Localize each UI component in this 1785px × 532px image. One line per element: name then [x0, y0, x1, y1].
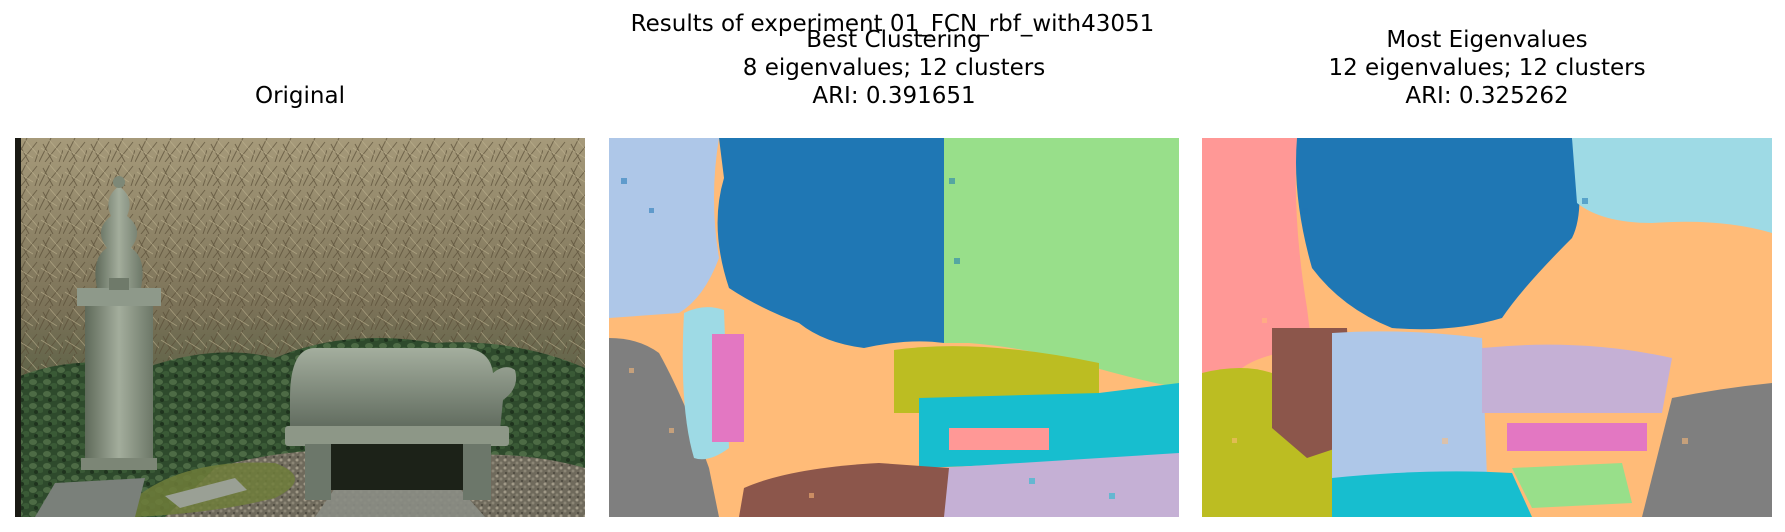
- best-clustering-map: [609, 138, 1179, 517]
- most-title-line-3: ARI: 0.325262: [1405, 83, 1569, 109]
- best-clustering-svg: [609, 138, 1179, 517]
- panel-most-eigenvalues: Most Eigenvalues 12 eigenvalues; 12 clus…: [1202, 0, 1772, 532]
- most-eigenvalues-map: [1202, 138, 1772, 517]
- figure-suptitle: Results of experiment 01_FCN_rbf_with430…: [630, 11, 1155, 37]
- original-photo-svg: [15, 138, 585, 517]
- original-photo: [15, 138, 585, 517]
- most-eigenvalues-svg: [1202, 138, 1772, 517]
- best-title-line-3: ARI: 0.391651: [812, 83, 976, 109]
- panel-original: Original: [15, 0, 585, 532]
- most-title-line-1: Most Eigenvalues: [1386, 27, 1588, 53]
- best-title-line-1: Best Clustering: [806, 27, 982, 53]
- panel-title-best: Best Clustering 8 eigenvalues; 12 cluste…: [609, 26, 1179, 110]
- panel-best-clustering: Best Clustering 8 eigenvalues; 12 cluste…: [609, 0, 1179, 532]
- panel-title-original: Original: [15, 82, 585, 110]
- best-title-line-2: 8 eigenvalues; 12 clusters: [742, 55, 1046, 81]
- original-title-line: Original: [254, 83, 345, 109]
- panel-title-most: Most Eigenvalues 12 eigenvalues; 12 clus…: [1202, 26, 1772, 110]
- most-title-line-2: 12 eigenvalues; 12 clusters: [1328, 55, 1646, 81]
